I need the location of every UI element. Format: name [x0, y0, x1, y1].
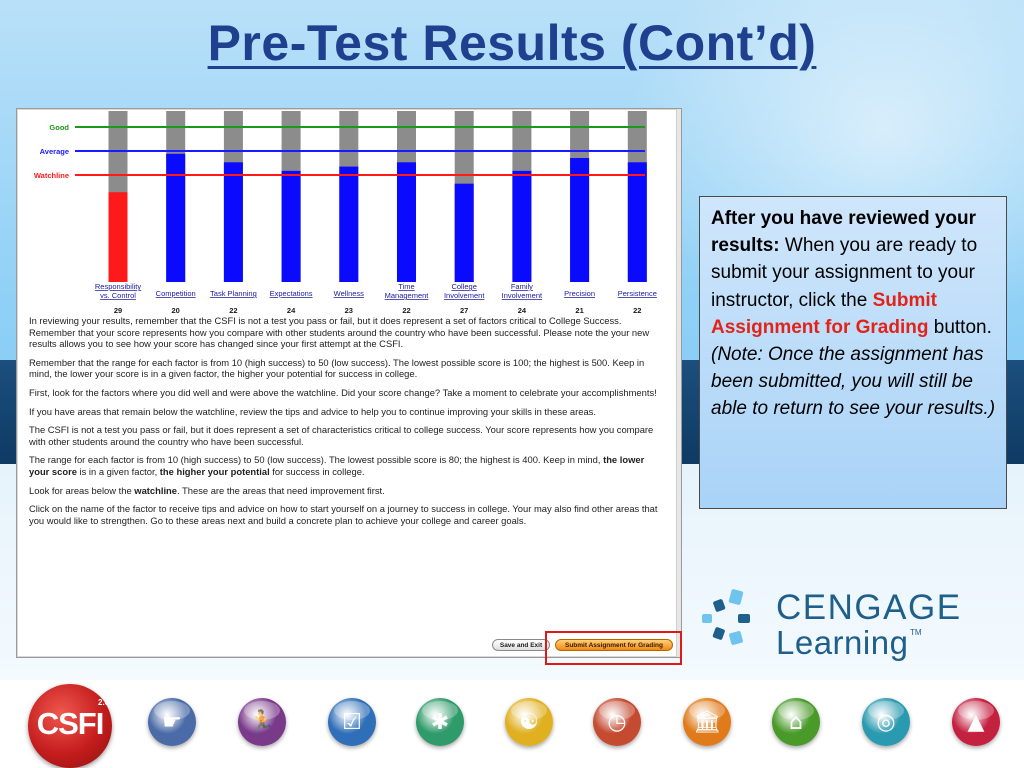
score-label: 20: [172, 306, 180, 314]
logo-word-cengage: CENGAGE: [776, 588, 962, 627]
csfi-logo-text: CSFI: [36, 706, 105, 741]
checkbox-icon[interactable]: ☑: [328, 698, 376, 746]
results-paragraph-5: The CSFI is not a test you pass or fail,…: [29, 424, 654, 447]
results-paragraph-4: If you have areas that remain below the …: [29, 405, 596, 417]
p6-bold-b: the higher your potential: [159, 465, 270, 477]
slide-title-text: Pre-Test Results (Cont’d): [207, 15, 817, 71]
yin-yang-icon[interactable]: ☯: [505, 698, 553, 746]
score-label: 22: [402, 306, 410, 314]
category-label[interactable]: Expectations: [270, 289, 313, 298]
category-label[interactable]: Responsibility vs. Control: [95, 282, 142, 300]
instruction-callout: After you have reviewed your results: Wh…: [699, 196, 1007, 509]
p6-text-c: for success in college.: [269, 465, 365, 477]
csfi-logo-version: 2.0: [98, 698, 110, 707]
bar: [512, 170, 532, 282]
results-paragraph-7: Look for areas below the watchline. Thes…: [29, 485, 663, 497]
submit-assignment-button[interactable]: Submit Assignment for Grading: [555, 639, 673, 651]
reference-line-label: Average: [40, 147, 69, 156]
submit-highlight-box: [545, 631, 682, 665]
bar: [570, 158, 590, 282]
callout-text-1: When you are ready to submit your assign…: [711, 235, 978, 311]
score-label: 21: [575, 306, 583, 314]
category-label[interactable]: Family Involvement: [502, 282, 543, 300]
house-icon[interactable]: ⌂: [772, 698, 820, 746]
category-label[interactable]: Competition: [156, 289, 196, 298]
bar: [166, 153, 186, 282]
category-label[interactable]: Wellness: [334, 289, 365, 298]
logo-word-learning: Learning: [776, 624, 909, 661]
results-text: In reviewing your results, remember that…: [29, 315, 663, 533]
results-screenshot: Good Average Watchline Responsibility vs. Co…: [16, 108, 682, 658]
score-label: 24: [518, 306, 527, 314]
bar: [454, 183, 474, 282]
score-label: 22: [229, 306, 237, 314]
category-label[interactable]: Persistence: [618, 289, 657, 298]
clock-icon[interactable]: ◷: [593, 698, 641, 746]
score-label: 29: [114, 306, 122, 314]
bar: [339, 166, 359, 282]
callout-note: (Note: Once the assignment has been subm…: [711, 344, 996, 420]
results-paragraph-8: Click on the name of the factor to recei…: [29, 503, 658, 526]
cengage-logo: CENGAGE Learning TM: [700, 584, 960, 668]
category-label[interactable]: Task Planning: [210, 289, 257, 298]
bar: [108, 192, 128, 282]
bar: [627, 162, 647, 282]
category-label[interactable]: Precision: [564, 289, 595, 298]
category-label[interactable]: College Involvement: [444, 282, 485, 300]
p7-text-b: . These are the areas that need improvem…: [177, 484, 385, 496]
bar: [281, 170, 301, 282]
callout-lead: After you have reviewed your results:: [711, 208, 977, 257]
results-paragraph-1: In reviewing your results, remember that…: [29, 315, 650, 350]
runner-icon[interactable]: 🏃: [238, 698, 286, 746]
results-paragraph-6: The range for each factor is from 10 (hi…: [29, 454, 663, 477]
results-paragraph-3: First, look for the factors where you di…: [29, 386, 657, 398]
bar: [397, 162, 416, 282]
slide-title: Pre-Test Results (Cont’d): [0, 14, 1024, 72]
score-label: 27: [460, 306, 468, 314]
results-paragraph-2: Remember that the range for each factor …: [29, 356, 645, 380]
category-label[interactable]: Time Management: [385, 282, 430, 300]
cengage-mark-icon: [702, 589, 750, 645]
reference-line-label: Watchline: [34, 171, 69, 180]
target-icon[interactable]: ◎: [862, 698, 910, 746]
save-and-exit-button[interactable]: Save and Exit: [492, 639, 550, 651]
callout-text-2: button.: [928, 316, 992, 338]
results-chart: Good Average Watchline Responsibility vs. Co…: [34, 111, 657, 314]
callout-submit-text: Submit Assignment for Grading: [711, 289, 937, 338]
building-icon[interactable]: 🏛: [683, 698, 731, 746]
p7-bold: watchline: [134, 484, 177, 496]
p6-text-a: The range for each factor is from 10 (hi…: [29, 454, 604, 466]
mountain-icon[interactable]: ▲: [952, 698, 1000, 746]
p7-text-a: Look for areas below the: [29, 484, 135, 496]
csfi-logo: CSFI 2.0: [28, 684, 112, 768]
scrollbar[interactable]: [676, 109, 681, 657]
score-label: 23: [345, 306, 353, 314]
pointing-hand-icon[interactable]: ☛: [148, 698, 196, 746]
reference-line-label: Good: [49, 123, 69, 132]
score-label: 22: [633, 306, 641, 314]
person-star-icon[interactable]: ✱: [416, 698, 464, 746]
score-label: 24: [287, 306, 296, 314]
logo-trademark: TM: [910, 628, 922, 637]
bar: [223, 162, 243, 282]
p6-bold-a: the lower your score: [29, 454, 645, 477]
p6-text-b: is in a given factor,: [76, 465, 160, 477]
